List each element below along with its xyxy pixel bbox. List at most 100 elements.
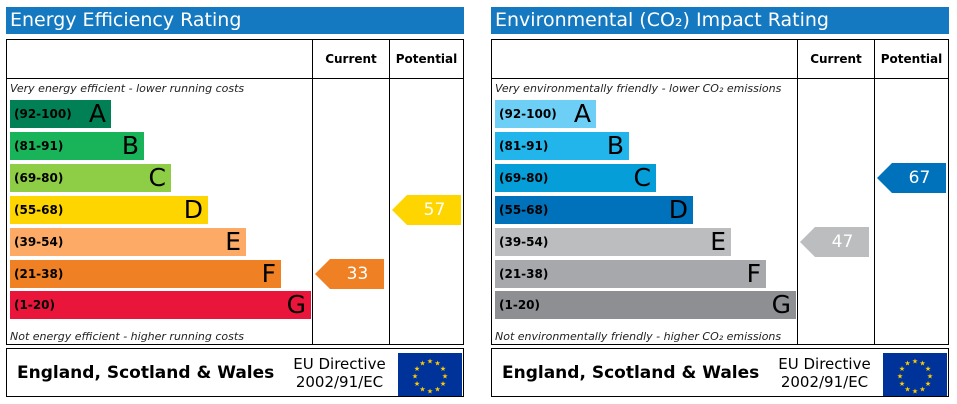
band-letter: F — [746, 258, 761, 288]
flag-background — [883, 353, 947, 396]
current-column-header: Current — [810, 52, 862, 66]
arrow-fill — [315, 258, 384, 289]
band-letter: G — [286, 290, 306, 320]
region-label: England, Scotland & Wales — [502, 363, 760, 383]
eu-flag-icon: ★ ★★★★★★★★★★★ — [398, 353, 462, 396]
rating-value: 47 — [831, 231, 854, 252]
top-caption: Very environmentally friendly - lower CO… — [495, 82, 782, 95]
footer: England, Scotland & Wales EU Directive 2… — [491, 348, 949, 397]
band-range: (69-80) — [14, 170, 64, 185]
rating-band-d: (55-68) D — [10, 194, 208, 224]
star-icon: ★ — [412, 373, 418, 381]
arrow-shape — [800, 226, 869, 257]
rating-value: 57 — [423, 199, 446, 220]
rating-band-b: (81-91) B — [10, 131, 144, 160]
star-icon: ★ — [414, 365, 420, 373]
star-icon: ★ — [899, 365, 905, 373]
band-range: (69-80) — [499, 170, 549, 185]
star-icon: ★ — [912, 358, 918, 366]
star-icon: ★ — [434, 360, 440, 368]
band-range: (81-91) — [14, 138, 64, 153]
directive-line: EU Directive — [778, 355, 871, 373]
rating-band-f: (21-38) F — [495, 258, 766, 288]
rating-band-a: (92-100) A — [495, 100, 596, 128]
band-letter: B — [606, 130, 624, 160]
star-icon: ★ — [419, 360, 425, 368]
rating-band-g: (1-20) G — [10, 290, 311, 320]
band-range: (55-68) — [14, 202, 64, 217]
current-rating-arrow: 33 — [315, 258, 384, 289]
rating-band-a: (92-100) A — [10, 100, 111, 128]
star-icon: ★ — [904, 386, 910, 394]
star-icon: ★ — [442, 373, 448, 381]
rating-chart: Current Potential Very environmentally f… — [491, 39, 949, 345]
current-column-header: Current — [325, 52, 377, 66]
panel-title: Energy Efficiency Rating — [6, 7, 464, 34]
rating-band-c: (69-80) C — [10, 163, 171, 192]
band-letter: A — [573, 99, 591, 128]
eu-directive: EU Directive 2002/91/EC — [287, 355, 392, 391]
star-icon: ★ — [919, 386, 925, 394]
star-icon: ★ — [419, 386, 425, 394]
band-range: (81-91) — [499, 138, 549, 153]
band-range: (55-68) — [499, 202, 549, 217]
rating-band-e: (39-54) E — [10, 226, 246, 256]
column-divider — [874, 40, 875, 344]
star-icon: ★ — [919, 360, 925, 368]
energy-efficiency-panel: Energy Efficiency Rating Current Potenti… — [6, 7, 468, 397]
rating-band-d: (55-68) D — [495, 194, 693, 224]
rating-value: 67 — [908, 167, 931, 188]
band-range: (21-38) — [499, 266, 549, 281]
star-icon: ★ — [925, 380, 931, 388]
current-rating-arrow: 47 — [800, 226, 869, 257]
arrow-shape — [877, 162, 946, 193]
eu-flag-icon: ★ ★★★★★★★★★★★ — [883, 353, 947, 396]
directive-number: 2002/91/EC — [780, 373, 869, 391]
column-divider — [312, 40, 313, 344]
top-caption: Very energy efficient - lower running co… — [10, 82, 245, 95]
band-letter: D — [183, 194, 203, 224]
band-letter: C — [633, 162, 651, 192]
directive-line: EU Directive — [293, 355, 386, 373]
band-range: (21-38) — [14, 266, 64, 281]
band-range: (92-100) — [14, 107, 72, 121]
band-letter: D — [668, 194, 688, 224]
arrow-fill — [392, 194, 461, 225]
arrow-fill — [800, 226, 869, 257]
rating-band-f: (21-38) F — [10, 258, 281, 288]
star-icon: ★ — [904, 360, 910, 368]
star-icon: ★ — [927, 373, 933, 381]
arrow-fill — [877, 162, 946, 193]
rating-band-e: (39-54) E — [495, 227, 731, 256]
star-icon: ★ — [897, 373, 903, 381]
band-range: (1-20) — [14, 298, 55, 313]
potential-column-header: Potential — [395, 52, 458, 66]
rating-chart: Current Potential Very energy efficient … — [6, 39, 464, 345]
eu-directive: EU Directive 2002/91/EC — [772, 355, 877, 391]
band-range: (92-100) — [499, 107, 557, 121]
star-icon: ★ — [427, 388, 433, 396]
band-range: (39-54) — [499, 234, 549, 249]
column-divider — [797, 40, 798, 344]
flag-background — [398, 353, 462, 396]
potential-rating-arrow: 57 — [392, 194, 461, 225]
column-divider — [389, 40, 390, 344]
star-icon: ★ — [440, 380, 446, 388]
band-letter: E — [225, 226, 241, 256]
band-letter: A — [88, 99, 106, 128]
bottom-caption: Not environmentally friendly - higher CO… — [495, 330, 782, 343]
arrow-shape — [392, 194, 461, 225]
star-icon: ★ — [899, 380, 905, 388]
potential-rating-arrow: 67 — [877, 162, 946, 193]
rating-band-g: (1-20) G — [495, 291, 796, 320]
region-label: England, Scotland & Wales — [17, 363, 275, 383]
directive-number: 2002/91/EC — [295, 373, 384, 391]
footer: England, Scotland & Wales EU Directive 2… — [6, 348, 464, 397]
band-letter: F — [261, 258, 276, 288]
header-divider — [492, 78, 948, 79]
rating-band-c: (69-80) C — [495, 162, 656, 192]
star-icon: ★ — [440, 365, 446, 373]
potential-column-header: Potential — [880, 52, 943, 66]
star-icon: ★ — [414, 380, 420, 388]
band-range: (1-20) — [499, 298, 540, 313]
